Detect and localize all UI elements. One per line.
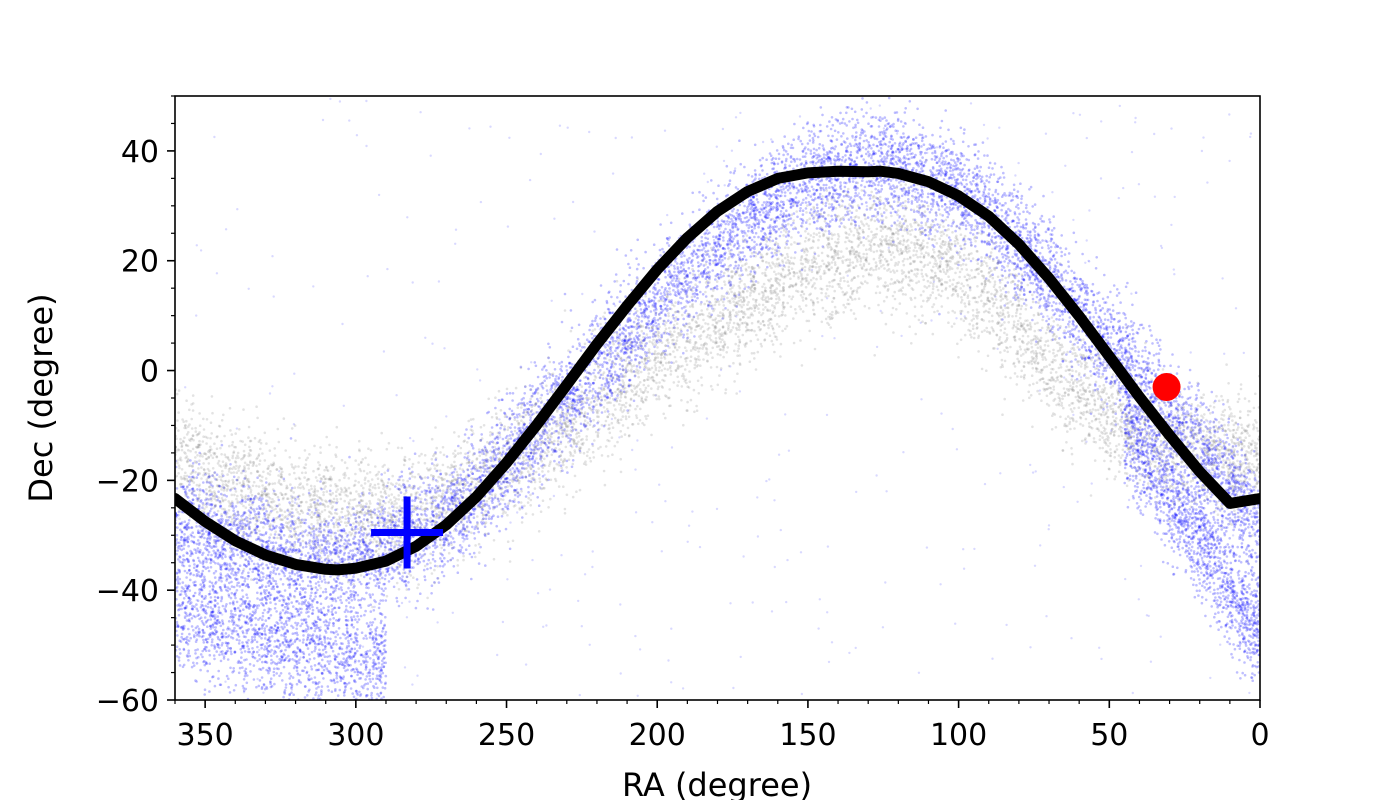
- x-axis-label: RA (degree): [622, 766, 812, 800]
- x-tick-label: 200: [629, 718, 686, 753]
- y-tick-label: 0: [140, 355, 159, 390]
- curve-layer: [175, 165, 1260, 576]
- blue-star-points-right-branch: [1123, 327, 1260, 682]
- great-circle-curve: [175, 165, 1260, 576]
- plot-area: [175, 96, 1260, 700]
- y-tick-label: 20: [121, 245, 159, 280]
- y-tick-label: −40: [96, 574, 159, 609]
- marker-layer: [371, 373, 1181, 569]
- red-circle-marker: [1152, 373, 1181, 402]
- x-tick-label: 100: [930, 718, 987, 753]
- background-field-points: [183, 97, 1260, 697]
- y-tick-label: −60: [96, 684, 159, 719]
- x-tick-label: 0: [1250, 718, 1269, 753]
- x-tick-label: 300: [327, 718, 384, 753]
- y-tick-label: 40: [121, 135, 159, 170]
- blue-plus-marker: [371, 496, 444, 569]
- y-axis-label: Dec (degree): [22, 293, 60, 502]
- y-tick-label: −20: [96, 464, 159, 499]
- x-tick-label: 50: [1090, 718, 1128, 753]
- x-tick-label: 150: [779, 718, 836, 753]
- x-tick-label: 250: [478, 718, 535, 753]
- x-tick-label: 350: [177, 718, 234, 753]
